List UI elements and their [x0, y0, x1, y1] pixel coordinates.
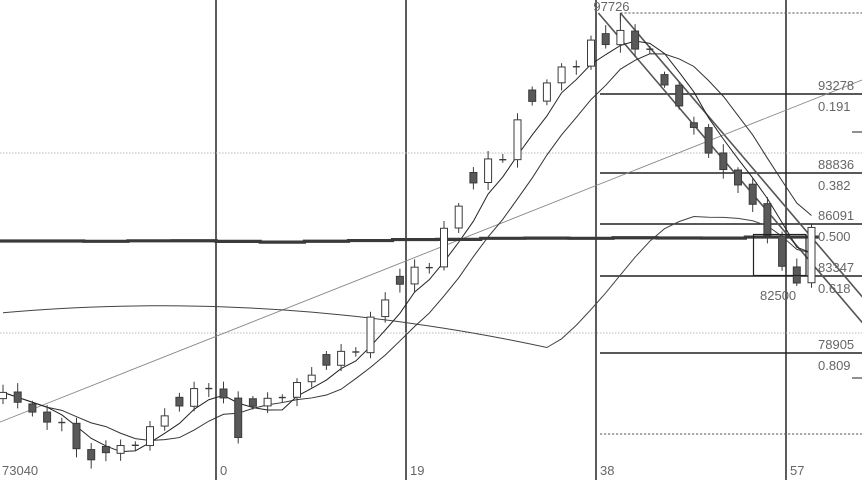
svg-text:0.191: 0.191: [818, 99, 851, 114]
svg-text:0: 0: [220, 463, 227, 478]
svg-text:0.618: 0.618: [818, 281, 851, 296]
svg-text:93278: 93278: [818, 78, 854, 93]
svg-text:88836: 88836: [818, 157, 854, 172]
svg-text:82500: 82500: [760, 288, 796, 303]
svg-text:38: 38: [600, 463, 614, 478]
svg-text:0.382: 0.382: [818, 178, 851, 193]
svg-text:0.500: 0.500: [818, 229, 851, 244]
svg-text:97726: 97726: [593, 0, 629, 14]
svg-text:86091: 86091: [818, 208, 854, 223]
svg-text:83347: 83347: [818, 260, 854, 275]
svg-text:73040: 73040: [2, 463, 38, 478]
svg-text:57: 57: [790, 463, 804, 478]
svg-text:19: 19: [410, 463, 424, 478]
svg-text:0.809: 0.809: [818, 358, 851, 373]
svg-text:78905: 78905: [818, 337, 854, 352]
